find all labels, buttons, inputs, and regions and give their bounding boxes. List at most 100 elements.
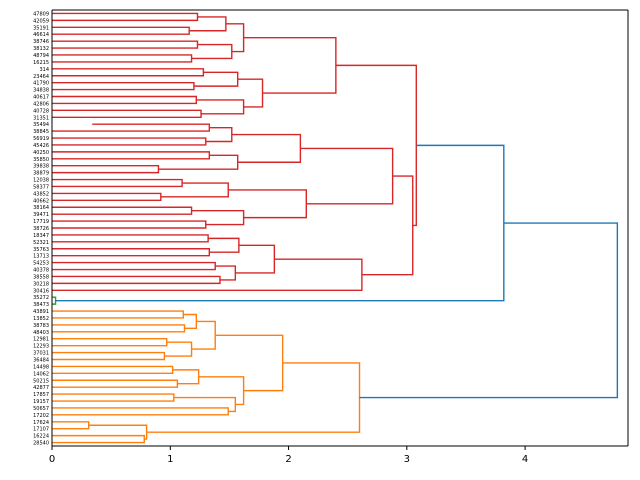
dendrogram-link-red	[52, 81, 195, 91]
leaf-label: 16215	[33, 60, 49, 66]
dendrogram-link-red	[52, 151, 211, 160]
dendrogram-link-red	[191, 209, 245, 226]
dendrogram-link-red	[52, 275, 221, 285]
dendrogram-link-red	[158, 154, 239, 170]
leaf-label: 41790	[33, 81, 49, 87]
leaf-label: 48403	[33, 330, 49, 336]
leaf-label: 42806	[33, 101, 49, 107]
dendrogram-link-orange	[183, 313, 198, 330]
dendrogram-link-red	[231, 133, 302, 163]
leaf-label: 39471	[33, 212, 49, 218]
dendrogram-link-red	[52, 68, 205, 77]
x-axis: 0 1 2 3 4	[49, 446, 528, 465]
dendrogram-link-red	[208, 237, 240, 253]
leaf-label: 35272	[33, 295, 49, 301]
leaf-label: 48794	[33, 53, 49, 59]
dendrogram-link-red	[52, 137, 207, 146]
leaf-label: 314	[39, 67, 49, 73]
dendrogram-link-orange	[88, 424, 148, 440]
leaf-label: 14062	[33, 371, 49, 377]
dendrogram-link-red	[52, 258, 363, 291]
leaf-label: 35494	[33, 122, 49, 128]
dendrogram-link-red	[52, 261, 216, 271]
dendrogram-link-orange	[52, 379, 179, 388]
leaf-label: 30416	[33, 288, 49, 294]
leaf-label: 52321	[33, 240, 49, 246]
leaf-label: 58377	[33, 184, 49, 190]
leaf-label: 40617	[33, 95, 49, 101]
leaf-label: 31351	[33, 115, 49, 121]
leaf-label: 19157	[33, 399, 49, 405]
leaf-label: 50215	[33, 378, 49, 384]
dendrogram-link-orange	[173, 396, 237, 413]
leaf-label: 17202	[33, 413, 49, 419]
dendrogram-link-red	[215, 265, 237, 281]
dendrogram-link-red	[52, 178, 183, 188]
dendrogram-link-orange	[52, 393, 175, 402]
dendrogram-link-red	[52, 95, 198, 105]
dendrogram-link-red	[52, 109, 202, 118]
dendrogram-link-red	[52, 123, 211, 132]
leaf-label: 28540	[33, 441, 49, 447]
leaf-label: 34838	[33, 88, 49, 94]
dendrogram-link-red	[52, 12, 199, 22]
dendrogram-link-orange	[52, 434, 145, 444]
leaf-label: 40662	[33, 198, 49, 204]
leaf-label: 36484	[33, 357, 49, 363]
dendrogram-link-green	[52, 296, 57, 305]
dendrogram-link-red	[225, 23, 245, 53]
dendrogram-link-orange	[52, 421, 90, 430]
dendrogram-link-orange	[215, 334, 284, 392]
dendrogram-link-orange	[52, 351, 166, 361]
dendrogram-link-orange	[52, 324, 186, 333]
leaf-label: 54253	[33, 261, 49, 267]
dendrogram-link-red	[237, 78, 264, 108]
dendrogram-link-red	[52, 220, 207, 229]
leaf-label: 35763	[33, 247, 49, 253]
dendrogram-link-orange	[198, 376, 245, 406]
leaf-label: 38879	[33, 171, 49, 177]
leaf-label: 30218	[33, 281, 49, 287]
dendrogram-link-red	[335, 64, 417, 227]
dendrogram-link-orange	[172, 369, 200, 385]
leaf-label: 42059	[33, 18, 49, 24]
dendrogram-link-red	[196, 99, 245, 115]
dendrogram-link-red	[235, 244, 276, 274]
dendrogram-link-orange	[191, 320, 216, 350]
leaf-label: 38164	[33, 205, 49, 211]
dendrogram-link-red	[52, 40, 199, 49]
leaf-label: 38558	[33, 274, 49, 280]
dendrogram-link-orange	[52, 310, 184, 319]
leaf-label: 40728	[33, 108, 49, 114]
leaf-label: 38473	[33, 302, 49, 308]
leaf-label: 13713	[33, 254, 49, 260]
leaf-label: 46614	[33, 32, 49, 38]
leaf-label: 38132	[33, 46, 49, 52]
dendrogram-link-red	[189, 16, 227, 32]
leaf-label: 18347	[33, 233, 49, 239]
dendrogram-link-blue	[359, 222, 619, 399]
leaf-label: 12293	[33, 344, 49, 350]
dendrogram-link-red	[52, 54, 193, 63]
dendrogram-link-red	[193, 71, 239, 87]
dendrogram-link-red	[52, 192, 162, 202]
dendrogram-link-red	[243, 36, 337, 94]
dendrogram-link-orange	[52, 407, 229, 416]
x-tick-label: 0	[49, 454, 55, 465]
x-tick-label: 2	[285, 454, 291, 465]
x-tick-label: 3	[404, 454, 410, 465]
x-tick-label: 4	[522, 454, 528, 465]
dendrogram-link-red	[300, 147, 394, 205]
axes-spines	[51, 9, 629, 447]
leaf-label: 17857	[33, 392, 49, 398]
leaf-label: 23464	[33, 74, 49, 80]
leaf-label: 13852	[33, 316, 49, 322]
dendrogram-link-orange	[52, 365, 174, 375]
dendrogram-link-red	[361, 175, 414, 276]
dendrogram-link-red	[52, 234, 209, 243]
dendrogram-link-orange	[164, 341, 193, 357]
leaf-label: 50657	[33, 406, 49, 412]
leaf-label: 17624	[33, 420, 49, 426]
leaf-label-group: 4780942059351914661438746381324879416215…	[33, 11, 49, 446]
